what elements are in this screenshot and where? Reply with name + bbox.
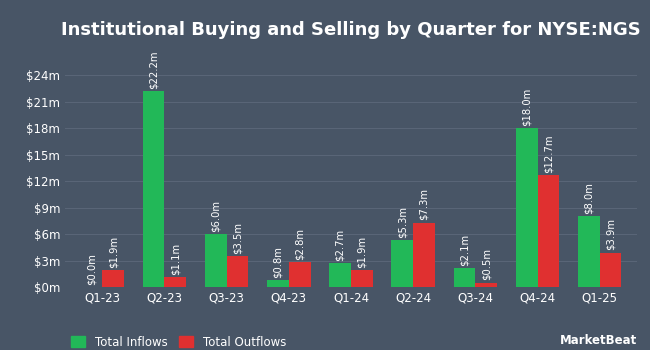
Text: $2.8m: $2.8m: [294, 228, 305, 260]
Bar: [330, 263, 351, 287]
Bar: [164, 277, 187, 287]
Text: $2.1m: $2.1m: [460, 234, 469, 266]
Legend: Total Inflows, Total Outflows: Total Inflows, Total Outflows: [71, 336, 286, 349]
Bar: [413, 223, 435, 287]
Text: $0.0m: $0.0m: [86, 253, 96, 285]
Bar: [391, 240, 413, 287]
Bar: [267, 280, 289, 287]
Bar: [205, 234, 227, 287]
Bar: [538, 175, 559, 287]
Text: $1.9m: $1.9m: [108, 236, 118, 268]
Bar: [143, 91, 164, 287]
Text: $6.0m: $6.0m: [211, 200, 221, 232]
Text: $18.0m: $18.0m: [522, 88, 532, 126]
Bar: [351, 270, 372, 287]
Text: $7.3m: $7.3m: [419, 188, 429, 220]
Text: $22.2m: $22.2m: [149, 51, 159, 89]
Text: $3.9m: $3.9m: [606, 218, 616, 250]
Text: $3.5m: $3.5m: [233, 222, 242, 254]
Bar: [454, 268, 475, 287]
Text: $2.7m: $2.7m: [335, 229, 345, 261]
Text: $0.8m: $0.8m: [273, 246, 283, 278]
Bar: [289, 262, 311, 287]
Title: Institutional Buying and Selling by Quarter for NYSE:NGS: Institutional Buying and Selling by Quar…: [61, 21, 641, 39]
Text: $8.0m: $8.0m: [584, 182, 594, 214]
Text: $5.3m: $5.3m: [397, 206, 408, 238]
Bar: [227, 256, 248, 287]
Text: $12.7m: $12.7m: [543, 134, 553, 173]
Bar: [475, 282, 497, 287]
Text: $1.1m: $1.1m: [170, 243, 180, 275]
Text: MarketBeat: MarketBeat: [560, 334, 637, 346]
Bar: [515, 128, 538, 287]
Bar: [600, 253, 621, 287]
Bar: [102, 270, 124, 287]
Text: $0.5m: $0.5m: [481, 248, 491, 280]
Text: $1.9m: $1.9m: [357, 236, 367, 268]
Bar: [578, 217, 600, 287]
